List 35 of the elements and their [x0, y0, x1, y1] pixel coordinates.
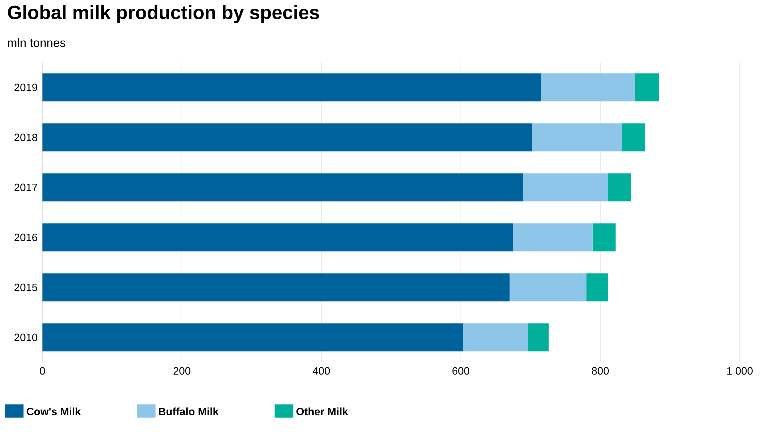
bar: [528, 324, 549, 352]
x-tick-label: 400: [312, 367, 330, 375]
bar: [463, 324, 528, 352]
legend-label: Other Milk: [296, 408, 348, 416]
bar: [42, 324, 464, 352]
x-tick-label: 0: [40, 367, 46, 375]
bar: [532, 124, 622, 152]
y-tick-label: 2010: [14, 334, 38, 342]
bar: [42, 124, 532, 152]
x-tick-label: 200: [174, 367, 191, 375]
legend-label: Cow's Milk: [26, 408, 82, 416]
bar: [42, 74, 542, 102]
bar: [523, 174, 608, 202]
bar: [513, 224, 593, 252]
bar: [510, 274, 587, 302]
chart-subtitle: mln tonnes: [8, 38, 66, 48]
chart-title: Global milk production by species: [8, 5, 320, 24]
bar: [541, 74, 636, 102]
y-tick-label: 2016: [14, 234, 38, 242]
y-tick-label: 2017: [14, 184, 38, 192]
y-tick-label: 2018: [14, 134, 38, 142]
bar: [586, 274, 608, 302]
x-tick-label: 800: [592, 367, 610, 375]
y-tick-label: 2019: [14, 84, 38, 92]
y-tick-label: 2015: [14, 284, 38, 292]
bar: [592, 224, 616, 252]
legend-label: Buffalo Milk: [159, 408, 219, 416]
bar: [42, 224, 514, 252]
bar: [608, 174, 632, 202]
bar: [42, 274, 510, 302]
x-tick-label: 1 000: [727, 367, 753, 375]
bar: [635, 74, 660, 102]
bar: [42, 174, 524, 202]
bar: [622, 124, 646, 152]
x-tick-label: 600: [452, 367, 470, 375]
